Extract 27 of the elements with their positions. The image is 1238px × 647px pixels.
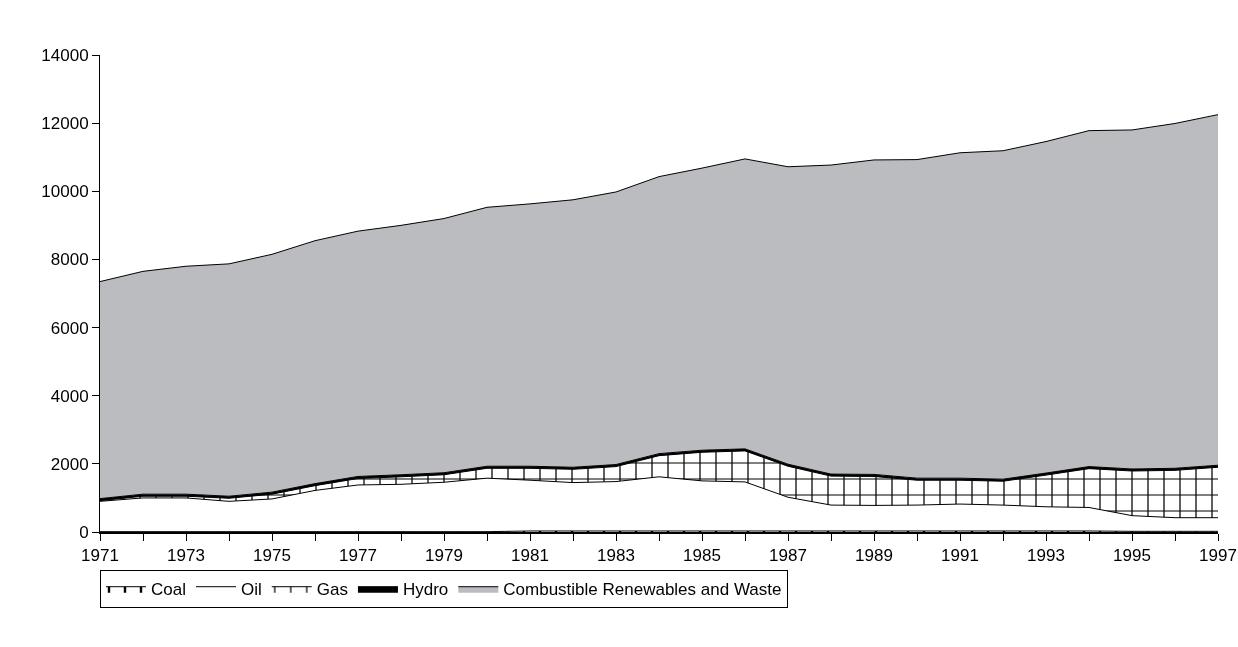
legend-label: Gas	[316, 580, 348, 600]
y-tick-label: 8000	[50, 250, 89, 270]
y-tick-label: 6000	[50, 318, 89, 338]
x-tick-label: 1993	[1027, 546, 1065, 566]
x-tick-label: 1981	[511, 546, 549, 566]
x-tick-label: 1975	[253, 546, 291, 566]
legend-label: Hydro	[402, 580, 449, 600]
y-tick-label: 12000	[41, 114, 89, 134]
x-tick-label: 1991	[941, 546, 979, 566]
x-tick-label: 1977	[339, 546, 377, 566]
legend-label: Oil	[240, 580, 262, 600]
y-tick-label: 10000	[41, 182, 89, 202]
y-tick-label: 4000	[50, 386, 89, 406]
x-tick-label: 1971	[81, 546, 119, 566]
x-tick-label: 1979	[425, 546, 463, 566]
y-tick-label: 0	[79, 522, 89, 542]
x-tick-label: 1985	[683, 546, 721, 566]
x-tick-label: 1983	[597, 546, 635, 566]
x-tick-label: 1973	[167, 546, 205, 566]
y-tick-label: 14000	[41, 45, 89, 65]
x-tick-label: 1987	[769, 546, 807, 566]
x-tick-label: 1995	[1113, 546, 1151, 566]
legend-label: Combustible Renewables and Waste	[503, 580, 782, 600]
x-tick-label: 1997	[1199, 546, 1237, 566]
legend-label: Coal	[151, 580, 186, 600]
x-tick-label: 1989	[855, 546, 893, 566]
y-tick-label: 2000	[50, 454, 89, 474]
